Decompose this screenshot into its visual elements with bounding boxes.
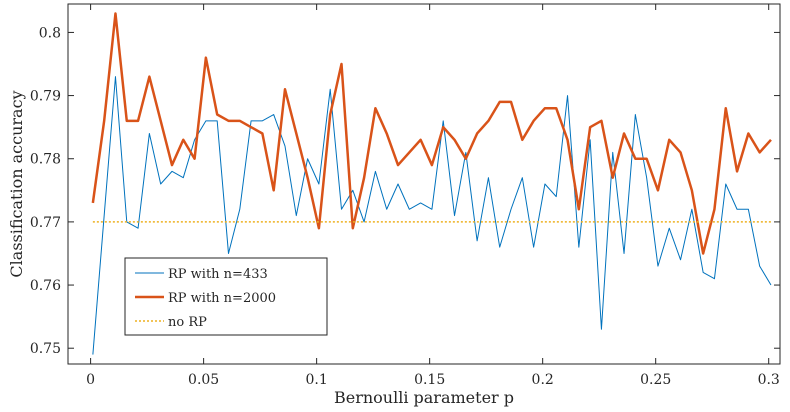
x-axis-label: Bernoulli parameter p bbox=[334, 388, 514, 407]
legend: RP with n=433 RP with n=2000 no RP bbox=[124, 257, 328, 336]
y-tick-label: 0.78 bbox=[30, 152, 61, 168]
y-tick-label: 0.79 bbox=[30, 89, 61, 105]
series-rp-433-line bbox=[92, 76, 772, 355]
series-rp-2000-line bbox=[91, 12, 772, 255]
legend-label: RP with n=433 bbox=[168, 267, 268, 282]
x-tick-label: 0 bbox=[86, 372, 95, 388]
y-tick-label: 0.8 bbox=[39, 25, 61, 41]
x-tick-label: 0.2 bbox=[532, 372, 554, 388]
legend-label: RP with n=2000 bbox=[168, 291, 276, 306]
axes-box bbox=[67, 3, 781, 365]
plot-area bbox=[91, 12, 772, 355]
x-tick-label: 0.1 bbox=[306, 372, 328, 388]
x-tick-label: 0.05 bbox=[188, 372, 219, 388]
y-axis-label: Classification accuracy bbox=[7, 90, 26, 277]
axis-ticks: 0 0.05 0.1 0.15 0.2 0.25 0.3 0.75 0.76 0.77 0.78 0.… bbox=[30, 4, 780, 388]
legend-label: no RP bbox=[168, 315, 207, 330]
y-tick-label: 0.76 bbox=[30, 278, 61, 294]
x-tick-label: 0.25 bbox=[640, 372, 671, 388]
x-tick-label: 0.15 bbox=[414, 372, 445, 388]
y-tick-label: 0.75 bbox=[30, 341, 61, 357]
x-tick-label: 0.3 bbox=[758, 372, 780, 388]
y-tick-label: 0.77 bbox=[30, 215, 61, 231]
